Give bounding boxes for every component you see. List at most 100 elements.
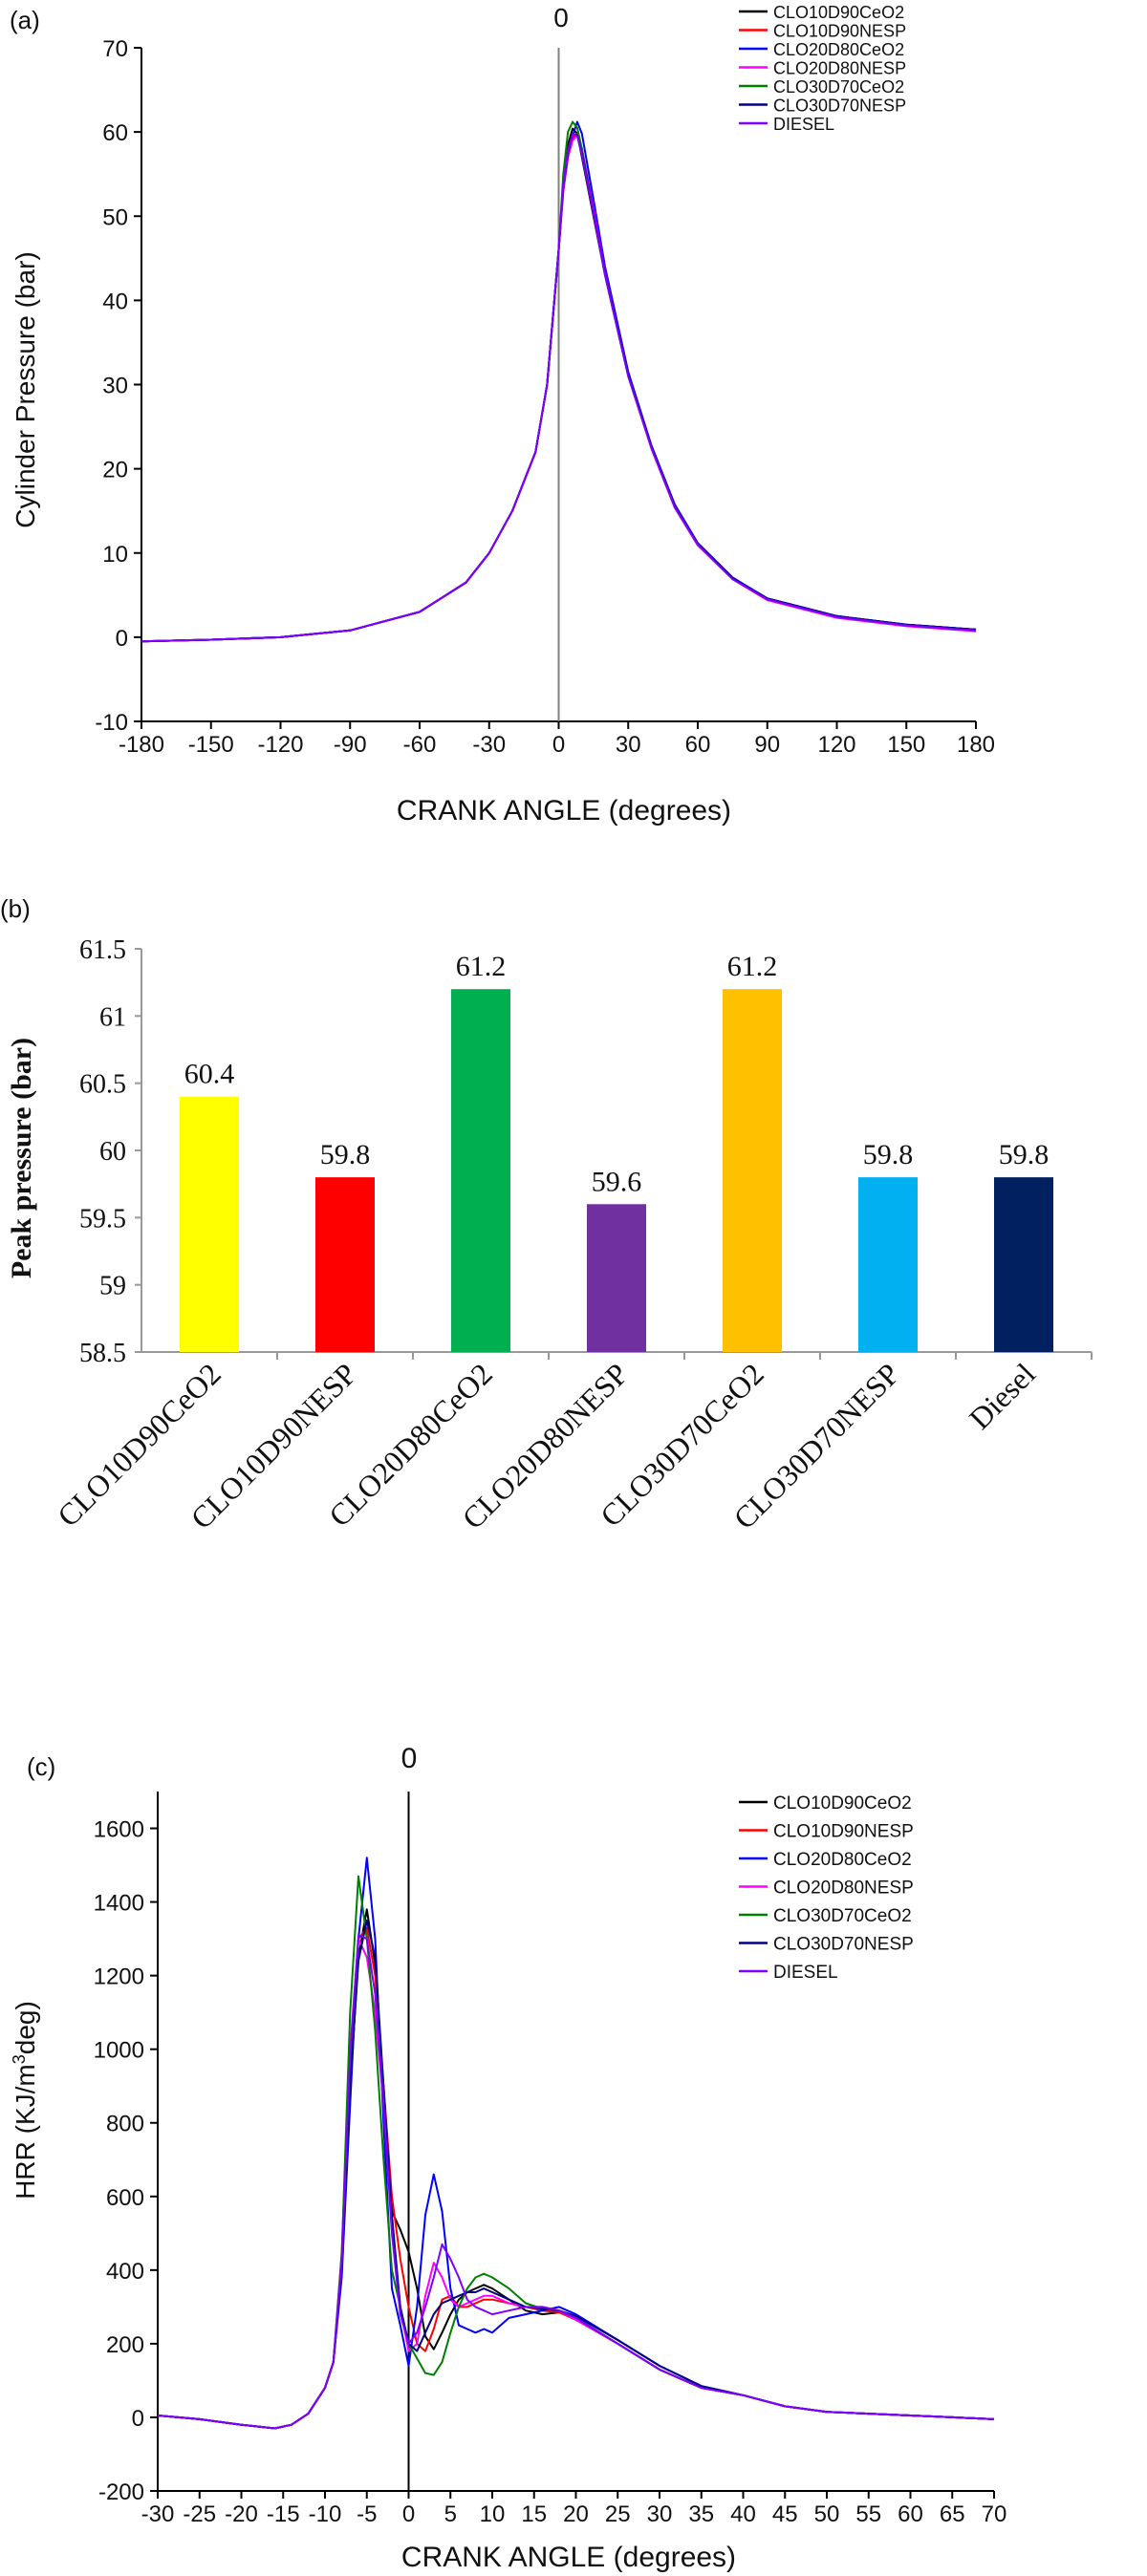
panel-a-x-tick-label: -90: [334, 732, 367, 758]
panel-c-line-clo20d80nesp: [157, 1938, 995, 2430]
panel-a-legend-label: CLO20D80CeO2: [773, 40, 904, 59]
panel-b-bar-clo30d70nesp: [858, 1177, 918, 1352]
panel-c-x-tick-label: 20: [563, 2501, 589, 2527]
panel-c-label: (c): [27, 1752, 55, 1781]
panel-a-x-tick-label: -150: [188, 732, 234, 758]
panel-b-y-axis-label: Peak pressure (bar): [6, 1038, 37, 1278]
panel-b-y-tick-label: 61.5: [79, 935, 126, 965]
panel-c-legend-label: CLO30D70NESP: [773, 1935, 914, 1955]
panel-c-line-clo10d90ceo2: [157, 1908, 995, 2430]
panel-a-x-tick-label: 180: [957, 732, 995, 758]
panel-a-legend: CLO10D90CeO2CLO10D90NESPCLO20D80CeO2CLO2…: [739, 3, 906, 134]
panel-a-y-tick-label: 0: [116, 626, 128, 652]
panel-c-y-tick-label: 800: [106, 2112, 144, 2137]
panel-b-value-label: 59.8: [863, 1139, 914, 1170]
panel-c-line-clo30d70ceo2: [157, 1875, 995, 2430]
panel-a-line-diesel: [141, 132, 977, 643]
panel-b-bar-clo30d70ceo2: [723, 989, 782, 1352]
panel-b-bars: 60.4CLO10D90CeO259.8CLO10D90NESP61.2CLO2…: [51, 951, 1053, 1535]
panel-a-x-tick-label: 0: [552, 732, 565, 758]
panel-c-y-tick-label: 600: [106, 2185, 144, 2211]
panel-a-y-tick-label: 10: [102, 542, 128, 568]
panel-c-line-clo10d90nesp: [157, 1926, 995, 2430]
panel-c-y-label-sup: 3: [10, 2054, 29, 2064]
panel-b-bar-clo10d90nesp: [315, 1177, 375, 1352]
panel-a-axes: -10 0 10 20 30 40 50 60 70 -180 -150 -120 -90 -60 -30 0…: [95, 36, 995, 758]
panel-c-x-tick-label: 30: [647, 2501, 673, 2527]
panel-b-value-label: 61.2: [456, 951, 507, 982]
panel-c-y-label-post: deg): [11, 2001, 40, 2054]
panel-b-y-tick-label: 60.5: [79, 1070, 126, 1100]
panel-c-x-tick-label: -10: [309, 2501, 342, 2527]
panel-b-y-tick-label: 59: [99, 1272, 126, 1301]
panel-c-x-tick-label: 10: [480, 2501, 506, 2527]
panel-b-label: (b): [0, 894, 31, 923]
panel-c-x-axis-label: CRANK ANGLE (degrees): [401, 2542, 736, 2573]
panel-c-line-diesel: [157, 1934, 995, 2430]
panel-c-y-tick-label: 1200: [94, 1964, 144, 1990]
panel-a-x-tick-label: -30: [472, 732, 506, 758]
panel-a-y-tick-label: 70: [102, 36, 128, 62]
panel-c-x-tick-label: 50: [814, 2501, 840, 2527]
panel-c-x-tick-label: -15: [267, 2501, 300, 2527]
panel-c-x-tick-label: 15: [521, 2501, 547, 2527]
panel-a-legend-label: CLO10D90NESP: [773, 22, 906, 41]
panel-c-x-tick-label: 55: [855, 2501, 881, 2527]
panel-c: (c) 0 -20002004006008001000120014001600-…: [10, 1743, 1006, 2573]
panel-a-y-tick-label: 40: [102, 289, 128, 314]
panel-c-zero-marker-label: 0: [401, 1743, 418, 1774]
panel-b-value-label: 59.6: [592, 1166, 642, 1197]
panel-c-y-axis-label: HRR (KJ/m3deg): [10, 2001, 40, 2200]
panel-c-legend-label: CLO10D90NESP: [773, 1822, 914, 1842]
panel-a-series: [141, 120, 977, 643]
panel-b-value-label: 59.8: [320, 1139, 371, 1170]
panel-c-legend-label: CLO20D80CeO2: [773, 1850, 912, 1870]
panel-a-x-tick-label: 90: [754, 732, 780, 758]
panel-a-legend-label: CLO20D80NESP: [773, 59, 906, 78]
panel-c-y-label-pre: HRR (KJ/m: [11, 2064, 40, 2200]
panel-c-x-tick-label: -5: [357, 2501, 377, 2527]
panel-a-legend-label: CLO10D90CeO2: [773, 3, 904, 22]
panel-c-legend-label: DIESEL: [773, 1963, 838, 1983]
panel-a-x-tick-label: -180: [119, 732, 164, 758]
panel-a-y-tick-label: 20: [102, 458, 128, 483]
panel-a-legend-label: DIESEL: [773, 115, 834, 134]
panel-b-bar-clo20d80nesp: [587, 1204, 646, 1352]
panel-b-y-tick-label: 60: [99, 1137, 126, 1167]
panel-a-y-tick-label: 60: [102, 120, 128, 146]
panel-c-line-clo30d70nesp: [157, 1919, 995, 2430]
panel-b-category-label: Diesel: [963, 1356, 1042, 1435]
panel-c-y-tick-label: 0: [132, 2406, 144, 2432]
panel-c-legend-label: CLO30D70CeO2: [773, 1906, 912, 1926]
panel-a-x-tick-label: -60: [403, 732, 437, 758]
panel-c-x-tick-label: 25: [605, 2501, 631, 2527]
panel-c-y-tick-label: 1400: [94, 1891, 144, 1917]
panel-b-bar-clo10d90ceo2: [180, 1096, 239, 1352]
panel-c-y-tick-label: 400: [106, 2259, 144, 2285]
panel-b-value-label: 59.8: [999, 1139, 1050, 1170]
panel-a-label: (a): [10, 6, 40, 34]
panel-a-legend-label: CLO30D70NESP: [773, 97, 906, 116]
panel-c-x-tick-label: 35: [688, 2501, 714, 2527]
panel-a-y-tick-label: 30: [102, 374, 128, 399]
panel-b-value-label: 60.4: [184, 1059, 235, 1090]
panel-c-series: [157, 1857, 995, 2430]
panel-a-x-tick-label: 150: [887, 732, 925, 758]
panel-c-x-tick-label: 0: [402, 2501, 415, 2527]
panel-c-x-tick-label: 40: [730, 2501, 756, 2527]
panel-c-x-tick-label: -20: [225, 2501, 258, 2527]
panel-c-y-tick-label: -200: [98, 2479, 144, 2505]
panel-c-y-tick-label: 1600: [94, 1817, 144, 1843]
panel-b-bar-diesel: [994, 1177, 1053, 1352]
panel-c-x-tick-label: -30: [141, 2501, 175, 2527]
panel-a-x-tick-label: 30: [616, 732, 641, 758]
panel-b-value-label: 61.2: [727, 951, 778, 982]
panel-a-x-axis-label: CRANK ANGLE (degrees): [397, 795, 731, 826]
panel-a-legend-label: CLO30D70CeO2: [773, 77, 904, 97]
panel-c-legend: CLO10D90CeO2 CLO10D90NESP CLO20D80CeO2 CLO2…: [739, 1793, 914, 1983]
panel-c-y-tick-label: 1000: [94, 2038, 144, 2064]
panel-c-x-tick-label: 65: [940, 2501, 965, 2527]
panel-a-x-tick-label: 60: [685, 732, 711, 758]
panel-a-y-tick-label: 50: [102, 204, 128, 230]
